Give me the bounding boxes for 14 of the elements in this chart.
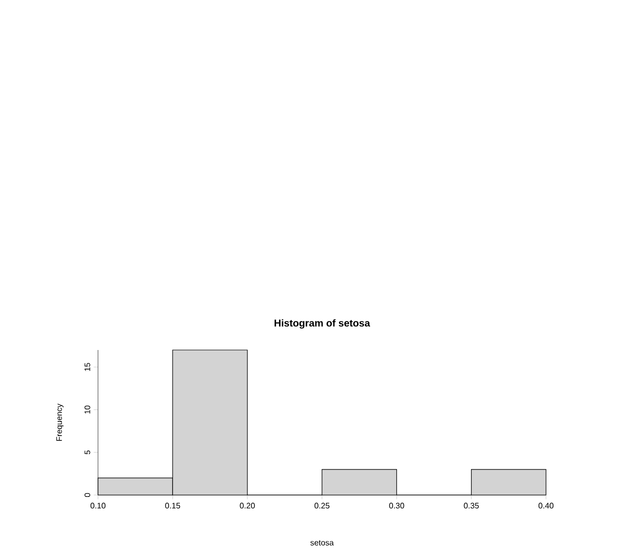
x-tick-label: 0.35 <box>464 502 479 508</box>
y-tick-label: 0 <box>84 493 90 497</box>
x-axis-title: setosa <box>310 540 334 546</box>
y-axis-title: Frequency <box>56 404 64 441</box>
chart-title: Histogram of setosa <box>274 319 370 329</box>
x-tick-label: 0.40 <box>538 502 554 508</box>
x-tick-label: 0.15 <box>165 502 180 508</box>
x-tick-label: 0.30 <box>389 502 404 508</box>
x-tick-label: 0.25 <box>314 502 330 508</box>
y-tick-label: 15 <box>84 362 90 371</box>
x-tick-label: 0.10 <box>90 502 106 508</box>
x-tick-label: 0.20 <box>240 502 255 508</box>
y-tick-label: 5 <box>84 450 90 454</box>
y-tick-label: 10 <box>84 406 90 414</box>
